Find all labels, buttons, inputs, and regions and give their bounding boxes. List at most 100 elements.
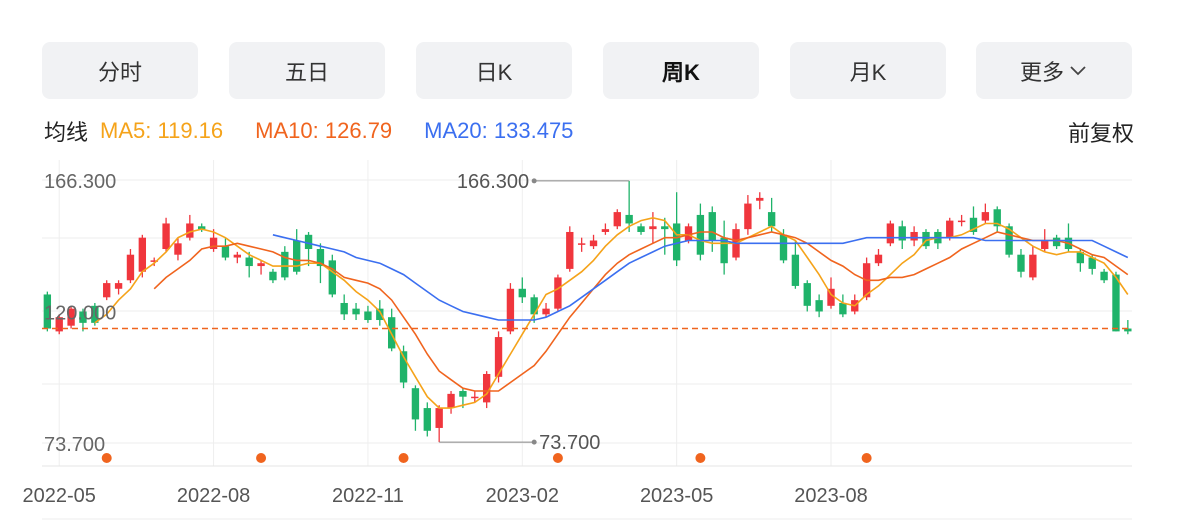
candle-body <box>696 214 705 255</box>
candle-body <box>43 294 52 329</box>
candle-body <box>613 212 621 227</box>
candle-body <box>1017 254 1025 272</box>
event-marker <box>398 453 409 463</box>
ma10-line <box>153 231 1129 392</box>
low-leader-dot <box>531 439 537 445</box>
candle-body <box>459 391 467 397</box>
event-marker <box>256 453 267 463</box>
candle-body <box>566 231 574 269</box>
candle-body <box>399 351 408 383</box>
candle-body <box>518 288 526 298</box>
candle-body <box>174 243 182 255</box>
ma20-line <box>272 234 1129 321</box>
x-tick-label: 2023-08 <box>794 485 867 507</box>
candle-body <box>827 288 835 306</box>
candle-body <box>779 234 788 261</box>
ma-lines-layer <box>94 216 1129 409</box>
candle-body <box>114 283 123 289</box>
candle-body <box>898 226 906 241</box>
tab-five-day[interactable]: 五日 <box>229 42 385 99</box>
candle-body <box>316 249 325 267</box>
candle-body <box>957 220 966 223</box>
candle-body <box>209 237 218 250</box>
candle-body <box>815 300 823 312</box>
candle-body <box>1041 240 1049 250</box>
event-marker <box>552 453 563 463</box>
candle-body <box>672 223 681 261</box>
ma10-value: 126.79 <box>324 118 393 143</box>
high-annotation: 166.300 <box>457 171 529 193</box>
candle-body <box>103 283 111 298</box>
candle-body <box>328 260 336 295</box>
period-tabs: 分时 五日 日K 周K 月K 更多 <box>42 42 1132 99</box>
tab-intraday[interactable]: 分时 <box>42 42 198 99</box>
candle-body <box>423 408 431 431</box>
candle-body <box>447 393 455 409</box>
moving-average-legend: 均线 MA5: 119.16 MA10: 126.79 MA20: 133.47… <box>44 116 1134 146</box>
candle-body <box>364 311 372 321</box>
candle-body <box>1100 271 1108 281</box>
candle-body <box>922 231 930 247</box>
candle-body <box>506 288 515 332</box>
tab-label: 日K <box>475 59 513 85</box>
tab-label: 月K <box>849 59 887 85</box>
candle-body <box>293 240 301 272</box>
candle-body <box>471 396 479 399</box>
candle-body <box>269 271 277 281</box>
candle-body <box>162 223 170 250</box>
ma5-legend: MA5: 119.16 <box>100 118 224 143</box>
ma20-legend: MA20: 133.475 <box>424 118 574 143</box>
x-tick-label: 2023-05 <box>640 485 713 507</box>
tab-weekly-k[interactable]: 周K <box>603 42 759 99</box>
tab-daily-k[interactable]: 日K <box>416 42 572 99</box>
ma10-legend: MA10: 126.79 <box>255 118 393 143</box>
candle-body <box>993 209 1001 227</box>
candle-body <box>186 223 194 238</box>
ma20-name: MA20 <box>424 118 482 143</box>
candle-body <box>708 212 716 241</box>
ma-label: 均线 <box>44 120 89 145</box>
ma10-name: MA10 <box>255 118 313 143</box>
candle-body <box>1076 251 1085 264</box>
candle-body <box>577 243 586 245</box>
x-tick-label: 2023-02 <box>486 485 559 507</box>
candle-body <box>91 305 99 323</box>
ma5-line <box>94 216 1129 409</box>
candle-body <box>245 257 253 267</box>
event-marker <box>101 453 112 463</box>
candle-body <box>744 203 752 230</box>
candle-body <box>803 283 811 306</box>
candle-body <box>55 317 63 332</box>
candle-body <box>126 254 135 281</box>
candle-body <box>910 231 918 241</box>
tab-label: 周K <box>662 59 700 85</box>
candle-body <box>684 226 693 241</box>
candle-body <box>198 226 206 230</box>
candle-body <box>886 223 895 244</box>
high-leader-dot <box>531 178 537 184</box>
y-tick-label: 120.000 <box>44 303 116 325</box>
candle-body <box>340 302 348 315</box>
candle-body <box>233 254 242 258</box>
candle-body <box>946 220 954 238</box>
tab-more[interactable]: 更多 <box>976 42 1132 99</box>
candle-body <box>1124 328 1132 332</box>
candle-body <box>257 263 265 267</box>
candle-body <box>791 254 800 286</box>
ma5-name: MA5 <box>100 118 146 143</box>
candle-body <box>874 254 883 264</box>
candle-body <box>649 226 657 230</box>
candles-layer <box>43 180 1132 443</box>
tab-monthly-k[interactable]: 月K <box>790 42 946 99</box>
candle-body <box>1052 237 1061 247</box>
candle-body <box>411 388 420 420</box>
candle-body <box>589 240 598 247</box>
x-tick-label: 2022-05 <box>23 485 96 507</box>
candle-body <box>767 212 776 227</box>
price-adjust-toggle[interactable]: 前复权 <box>1067 121 1134 146</box>
event-marker <box>695 453 706 463</box>
candle-body <box>981 212 990 221</box>
candle-body <box>1029 254 1037 278</box>
candle-body <box>839 302 847 315</box>
candlestick-chart[interactable]: 166.300 120.000 73.700 2022-05 2022-08 2022-1… <box>0 160 1200 521</box>
